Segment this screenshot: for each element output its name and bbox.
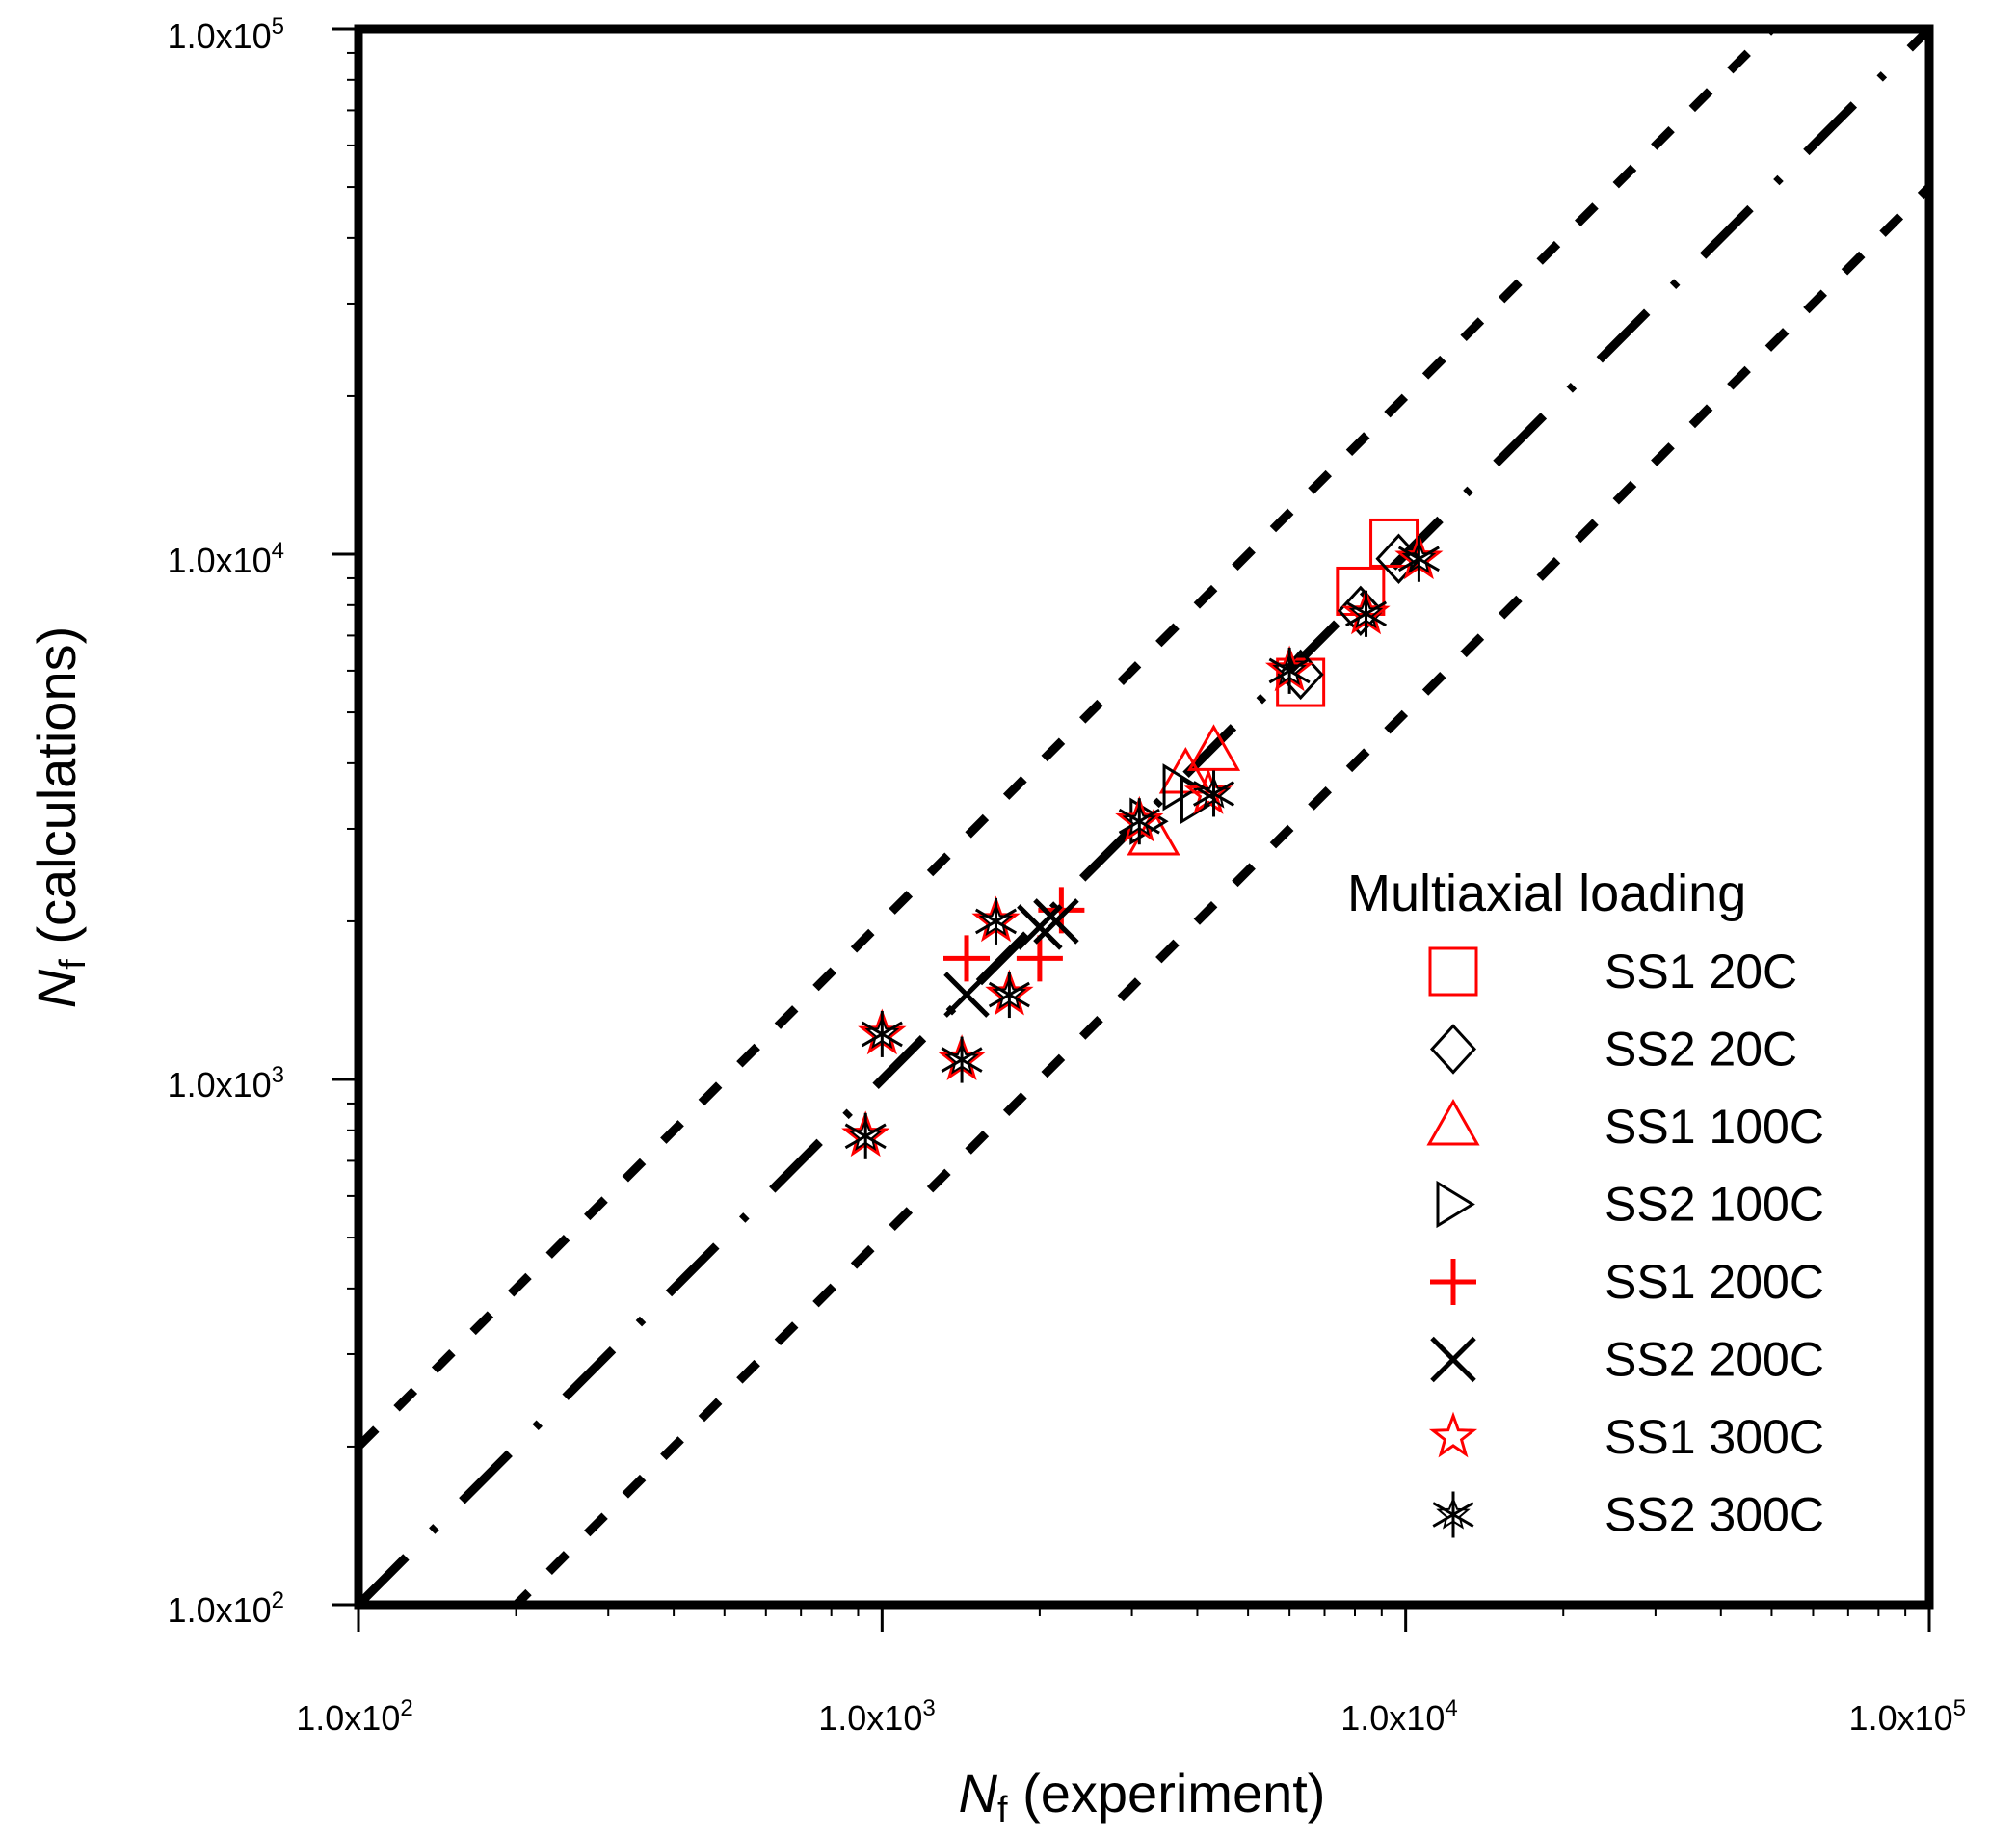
- x-tick-label: 1.0x104: [1340, 1695, 1457, 1738]
- legend-label: SS2 200C: [1605, 1333, 1824, 1387]
- legend-marker-diamond: [1429, 1024, 1477, 1075]
- data-points: [841, 518, 1444, 1159]
- legend-label: SS1 100C: [1605, 1100, 1824, 1154]
- point-star6-4: [988, 972, 1030, 1019]
- x-tick-labels: 1.0x102 1.0x103 1.0x104 1.0x105: [296, 1695, 1966, 1738]
- point-plus-1: [1016, 935, 1063, 982]
- legend-marker-star6: [1432, 1491, 1474, 1538]
- y-tick-labels: 1.0x102 1.0x103 1.0x104 1.0x105: [168, 13, 284, 1630]
- x-tick-label: 1.0x105: [1849, 1695, 1966, 1738]
- legend-label: SS1 300C: [1605, 1410, 1824, 1464]
- ref-line-factor-2-lower: [510, 183, 1929, 1605]
- legend-marker-triangle-up: [1426, 1098, 1480, 1146]
- legend-label: SS2 300C: [1605, 1488, 1824, 1542]
- point-star6-2: [941, 1036, 983, 1083]
- point-cross-0: [943, 972, 990, 1018]
- y-tick-label: 1.0x103: [168, 1062, 284, 1105]
- legend-title: Multiaxial loading: [1347, 865, 1746, 922]
- point-star6-8: [1344, 590, 1388, 637]
- legend-marker-cross: [1430, 1336, 1476, 1383]
- legend-label: SS2 20C: [1605, 1023, 1797, 1077]
- legend-marker-plus: [1430, 1259, 1476, 1305]
- major-ticks: [332, 27, 1931, 1632]
- point-star6-6: [1192, 770, 1235, 817]
- point-cross-1: [1017, 904, 1063, 950]
- legend-marker-star: [1428, 1411, 1478, 1458]
- x-tick-label: 1.0x103: [818, 1695, 935, 1738]
- y-tick-label: 1.0x102: [168, 1587, 284, 1630]
- point-triangle-up-2: [1186, 724, 1241, 771]
- x-tick-label: 1.0x102: [296, 1695, 412, 1738]
- point-star6-3: [974, 897, 1018, 945]
- point-diamond-0: [1277, 649, 1324, 701]
- point-plus-0: [943, 935, 991, 982]
- legend-label: SS1 200C: [1605, 1255, 1824, 1309]
- plot-frame: [354, 24, 1934, 1610]
- legend-marker-square: [1428, 946, 1478, 997]
- point-cross-2: [1033, 898, 1079, 945]
- y-tick-label: 1.0x104: [168, 538, 284, 580]
- point-square-1: [1336, 566, 1386, 616]
- y-axis-title: Nf (calculations): [26, 626, 93, 1008]
- reference-lines: [358, 29, 1929, 1605]
- legend: Multiaxial loading SS1 20C SS2 20C SS1 100…: [1347, 865, 1824, 1542]
- legend-label: SS1 20C: [1605, 945, 1797, 998]
- point-star6-0: [844, 1112, 887, 1159]
- ref-line-factor-2-upper: [358, 29, 1778, 1451]
- legend-marker-triangle-right: [1436, 1180, 1475, 1229]
- point-star6-9: [1397, 535, 1440, 582]
- point-star6-5: [1118, 798, 1160, 845]
- point-star6-1: [861, 1010, 903, 1057]
- y-tick-label: 1.0x105: [168, 13, 284, 56]
- x-axis-title: Nf (experiment): [959, 1763, 1326, 1830]
- legend-label: SS2 100C: [1605, 1178, 1824, 1232]
- point-star6-7: [1268, 647, 1311, 694]
